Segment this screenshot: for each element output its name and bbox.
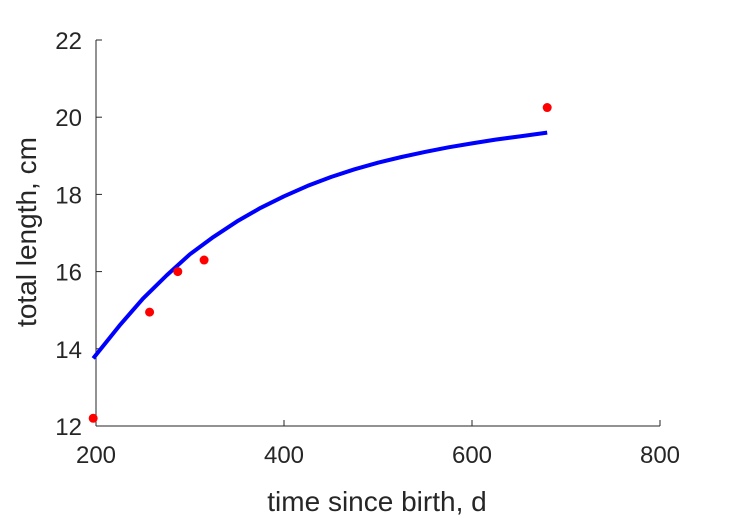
plot-area: 200 400 600 800 12 14 16 18 20 22 bbox=[55, 28, 680, 469]
x-tick-label: 800 bbox=[640, 442, 680, 469]
y-axis-label: total length, cm bbox=[11, 137, 42, 327]
y-tick-label: 14 bbox=[55, 337, 82, 364]
y-tick-label: 16 bbox=[55, 260, 82, 287]
y-tick-label: 22 bbox=[55, 28, 82, 55]
data-point bbox=[542, 103, 552, 113]
y-tick-label: 12 bbox=[55, 414, 82, 441]
x-tick-label: 200 bbox=[76, 442, 116, 469]
data-point bbox=[199, 255, 209, 265]
y-tick-label: 20 bbox=[55, 105, 82, 132]
data-point bbox=[173, 267, 183, 277]
fit-curve-line bbox=[91, 130, 548, 360]
x-tick-label: 600 bbox=[452, 442, 492, 469]
y-tick-label: 18 bbox=[55, 182, 82, 209]
x-axis-label: time since birth, d bbox=[267, 486, 486, 517]
data-point bbox=[145, 307, 155, 317]
data-point bbox=[88, 413, 98, 423]
x-tick-label: 400 bbox=[264, 442, 304, 469]
